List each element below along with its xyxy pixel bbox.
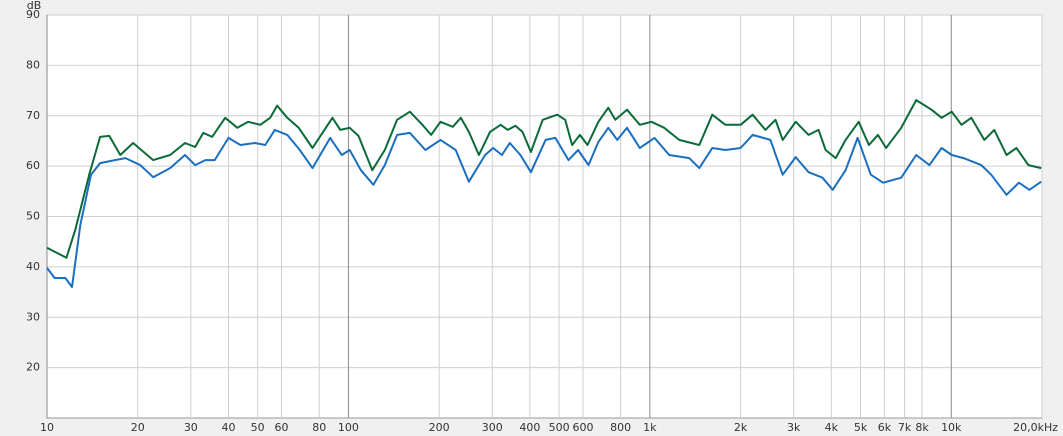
- x-tick-label: 6k: [878, 421, 892, 434]
- y-tick-label: 20: [26, 361, 40, 374]
- x-tick-label: 2k: [734, 421, 748, 434]
- x-tick-label: 400: [519, 421, 540, 434]
- y-tick-label: 70: [26, 109, 40, 122]
- x-tick-label: 500: [549, 421, 570, 434]
- y-tick-label: 60: [26, 159, 40, 172]
- y-tick-label: 40: [26, 260, 40, 273]
- x-tick-label: 4k: [825, 421, 839, 434]
- x-tick-label: 30: [184, 421, 198, 434]
- y-axis-label: dB: [27, 0, 42, 12]
- x-tick-label: 10k: [941, 421, 962, 434]
- x-tick-label: 8k: [915, 421, 929, 434]
- x-tick-label: 100: [338, 421, 359, 434]
- x-tick-label: 40: [221, 421, 235, 434]
- x-tick-label: 20: [131, 421, 145, 434]
- y-tick-label: 80: [26, 58, 40, 71]
- x-tick-label: 50: [251, 421, 265, 434]
- y-tick-label: 90: [26, 8, 40, 21]
- response-curve: [46, 126, 1042, 288]
- x-tick-label: 800: [610, 421, 631, 434]
- x-tick-label: 3k: [787, 421, 801, 434]
- x-tick-label: 80: [312, 421, 326, 434]
- y-tick-label: 50: [26, 210, 40, 223]
- x-tick-label: 20,0kHz: [1013, 421, 1058, 434]
- x-tick-label: 200: [429, 421, 450, 434]
- x-tick-label: 1k: [643, 421, 657, 434]
- x-tick-label: 600: [572, 421, 593, 434]
- x-tick-label: 7k: [898, 421, 912, 434]
- x-tick-label: 300: [482, 421, 503, 434]
- x-tick-label: 5k: [854, 421, 868, 434]
- x-tick-label: 10: [40, 421, 54, 434]
- x-tick-label: 60: [275, 421, 289, 434]
- y-tick-label: 30: [26, 310, 40, 323]
- response-curve: [46, 99, 1042, 259]
